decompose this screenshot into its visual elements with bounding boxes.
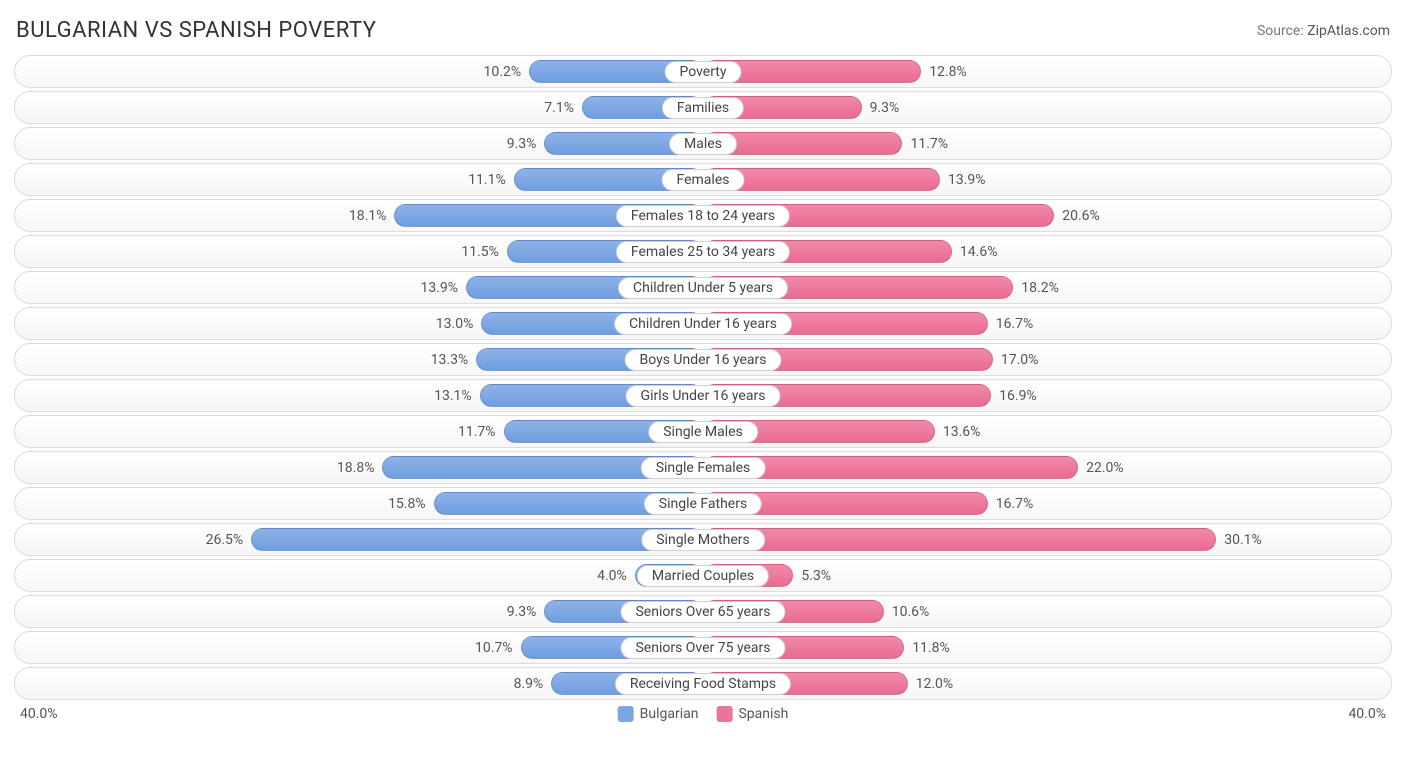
category-label: Males [669, 133, 737, 155]
category-label: Single Females [641, 457, 766, 479]
value-right: 5.3% [801, 568, 831, 584]
source-label: Source: [1257, 23, 1307, 39]
legend-item-right: Spanish [716, 706, 788, 722]
source-name: ZipAtlas.com [1307, 23, 1390, 39]
legend-label-right: Spanish [738, 706, 788, 722]
category-label: Children Under 5 years [618, 277, 788, 299]
category-label: Single Mothers [641, 529, 765, 551]
value-left: 18.1% [349, 208, 387, 224]
value-left: 4.0% [597, 568, 627, 584]
chart-row: 13.3% 17.0% Boys Under 16 years [14, 343, 1392, 376]
value-left: 8.9% [514, 676, 544, 692]
axis-right-max: 40.0% [1348, 706, 1386, 722]
category-label: Children Under 16 years [614, 313, 792, 335]
value-right: 18.2% [1021, 280, 1059, 296]
category-label: Females 18 to 24 years [616, 205, 790, 227]
chart-row: 18.1% 20.6% Females 18 to 24 years [14, 199, 1392, 232]
chart-row: 13.0% 16.7% Children Under 16 years [14, 307, 1392, 340]
value-right: 11.7% [910, 136, 948, 152]
value-left: 13.0% [436, 316, 474, 332]
category-label: Poverty [664, 61, 741, 83]
chart-row: 18.8% 22.0% Single Females [14, 451, 1392, 484]
legend-swatch-left [618, 706, 634, 722]
value-left: 9.3% [507, 136, 537, 152]
chart-row: 11.5% 14.6% Females 25 to 34 years [14, 235, 1392, 268]
value-right: 16.7% [996, 316, 1034, 332]
value-left: 13.9% [420, 280, 458, 296]
legend: Bulgarian Spanish [618, 706, 789, 722]
value-right: 12.0% [916, 676, 954, 692]
value-left: 11.1% [468, 172, 506, 188]
bar-right [703, 528, 1216, 551]
value-right: 20.6% [1062, 208, 1100, 224]
value-right: 12.8% [929, 64, 967, 80]
bar-left [251, 528, 703, 551]
value-right: 22.0% [1086, 460, 1124, 476]
category-label: Families [662, 97, 744, 119]
value-left: 9.3% [507, 604, 537, 620]
chart-row: 9.3% 11.7% Males [14, 127, 1392, 160]
category-label: Single Fathers [644, 493, 762, 515]
value-right: 16.7% [996, 496, 1034, 512]
category-label: Single Males [648, 421, 758, 443]
value-left: 11.5% [461, 244, 499, 260]
legend-swatch-right [716, 706, 732, 722]
chart-row: 9.3% 10.6% Seniors Over 65 years [14, 595, 1392, 628]
value-right: 14.6% [960, 244, 998, 260]
value-left: 13.3% [431, 352, 469, 368]
chart-row: 10.7% 11.8% Seniors Over 75 years [14, 631, 1392, 664]
source-attribution: Source: ZipAtlas.com [1257, 23, 1390, 39]
category-label: Boys Under 16 years [624, 349, 781, 371]
category-label: Seniors Over 65 years [620, 601, 785, 623]
value-left: 7.1% [544, 100, 574, 116]
chart-title: BULGARIAN VS SPANISH POVERTY [16, 18, 376, 43]
category-label: Seniors Over 75 years [620, 637, 785, 659]
value-right: 13.6% [943, 424, 981, 440]
chart-row: 13.1% 16.9% Girls Under 16 years [14, 379, 1392, 412]
chart-row: 26.5% 30.1% Single Mothers [14, 523, 1392, 556]
value-right: 17.0% [1001, 352, 1039, 368]
value-left: 10.7% [475, 640, 513, 656]
value-left: 11.7% [458, 424, 496, 440]
chart-row: 11.7% 13.6% Single Males [14, 415, 1392, 448]
value-right: 11.8% [912, 640, 950, 656]
value-left: 18.8% [337, 460, 375, 476]
chart-footer: 40.0% Bulgarian Spanish 40.0% [0, 706, 1406, 722]
value-right: 30.1% [1224, 532, 1262, 548]
chart-row: 7.1% 9.3% Families [14, 91, 1392, 124]
category-label: Married Couples [637, 565, 769, 587]
value-left: 15.8% [388, 496, 426, 512]
chart-row: 4.0% 5.3% Married Couples [14, 559, 1392, 592]
category-label: Receiving Food Stamps [615, 673, 791, 695]
category-label: Girls Under 16 years [626, 385, 781, 407]
chart-area: 10.2% 12.8% Poverty 7.1% 9.3% Families 9.3% 11.… [0, 55, 1406, 700]
value-left: 26.5% [206, 532, 244, 548]
value-left: 10.2% [484, 64, 522, 80]
legend-label-left: Bulgarian [640, 706, 699, 722]
value-right: 9.3% [870, 100, 900, 116]
value-left: 13.1% [434, 388, 472, 404]
category-label: Females 25 to 34 years [616, 241, 790, 263]
value-right: 13.9% [948, 172, 986, 188]
chart-header: BULGARIAN VS SPANISH POVERTY Source: Zip… [0, 0, 1406, 55]
chart-row: 13.9% 18.2% Children Under 5 years [14, 271, 1392, 304]
chart-row: 15.8% 16.7% Single Fathers [14, 487, 1392, 520]
chart-row: 8.9% 12.0% Receiving Food Stamps [14, 667, 1392, 700]
legend-item-left: Bulgarian [618, 706, 699, 722]
axis-left-max: 40.0% [20, 706, 58, 722]
chart-row: 11.1% 13.9% Females [14, 163, 1392, 196]
value-right: 10.6% [892, 604, 930, 620]
value-right: 16.9% [999, 388, 1037, 404]
chart-row: 10.2% 12.8% Poverty [14, 55, 1392, 88]
category-label: Females [662, 169, 745, 191]
